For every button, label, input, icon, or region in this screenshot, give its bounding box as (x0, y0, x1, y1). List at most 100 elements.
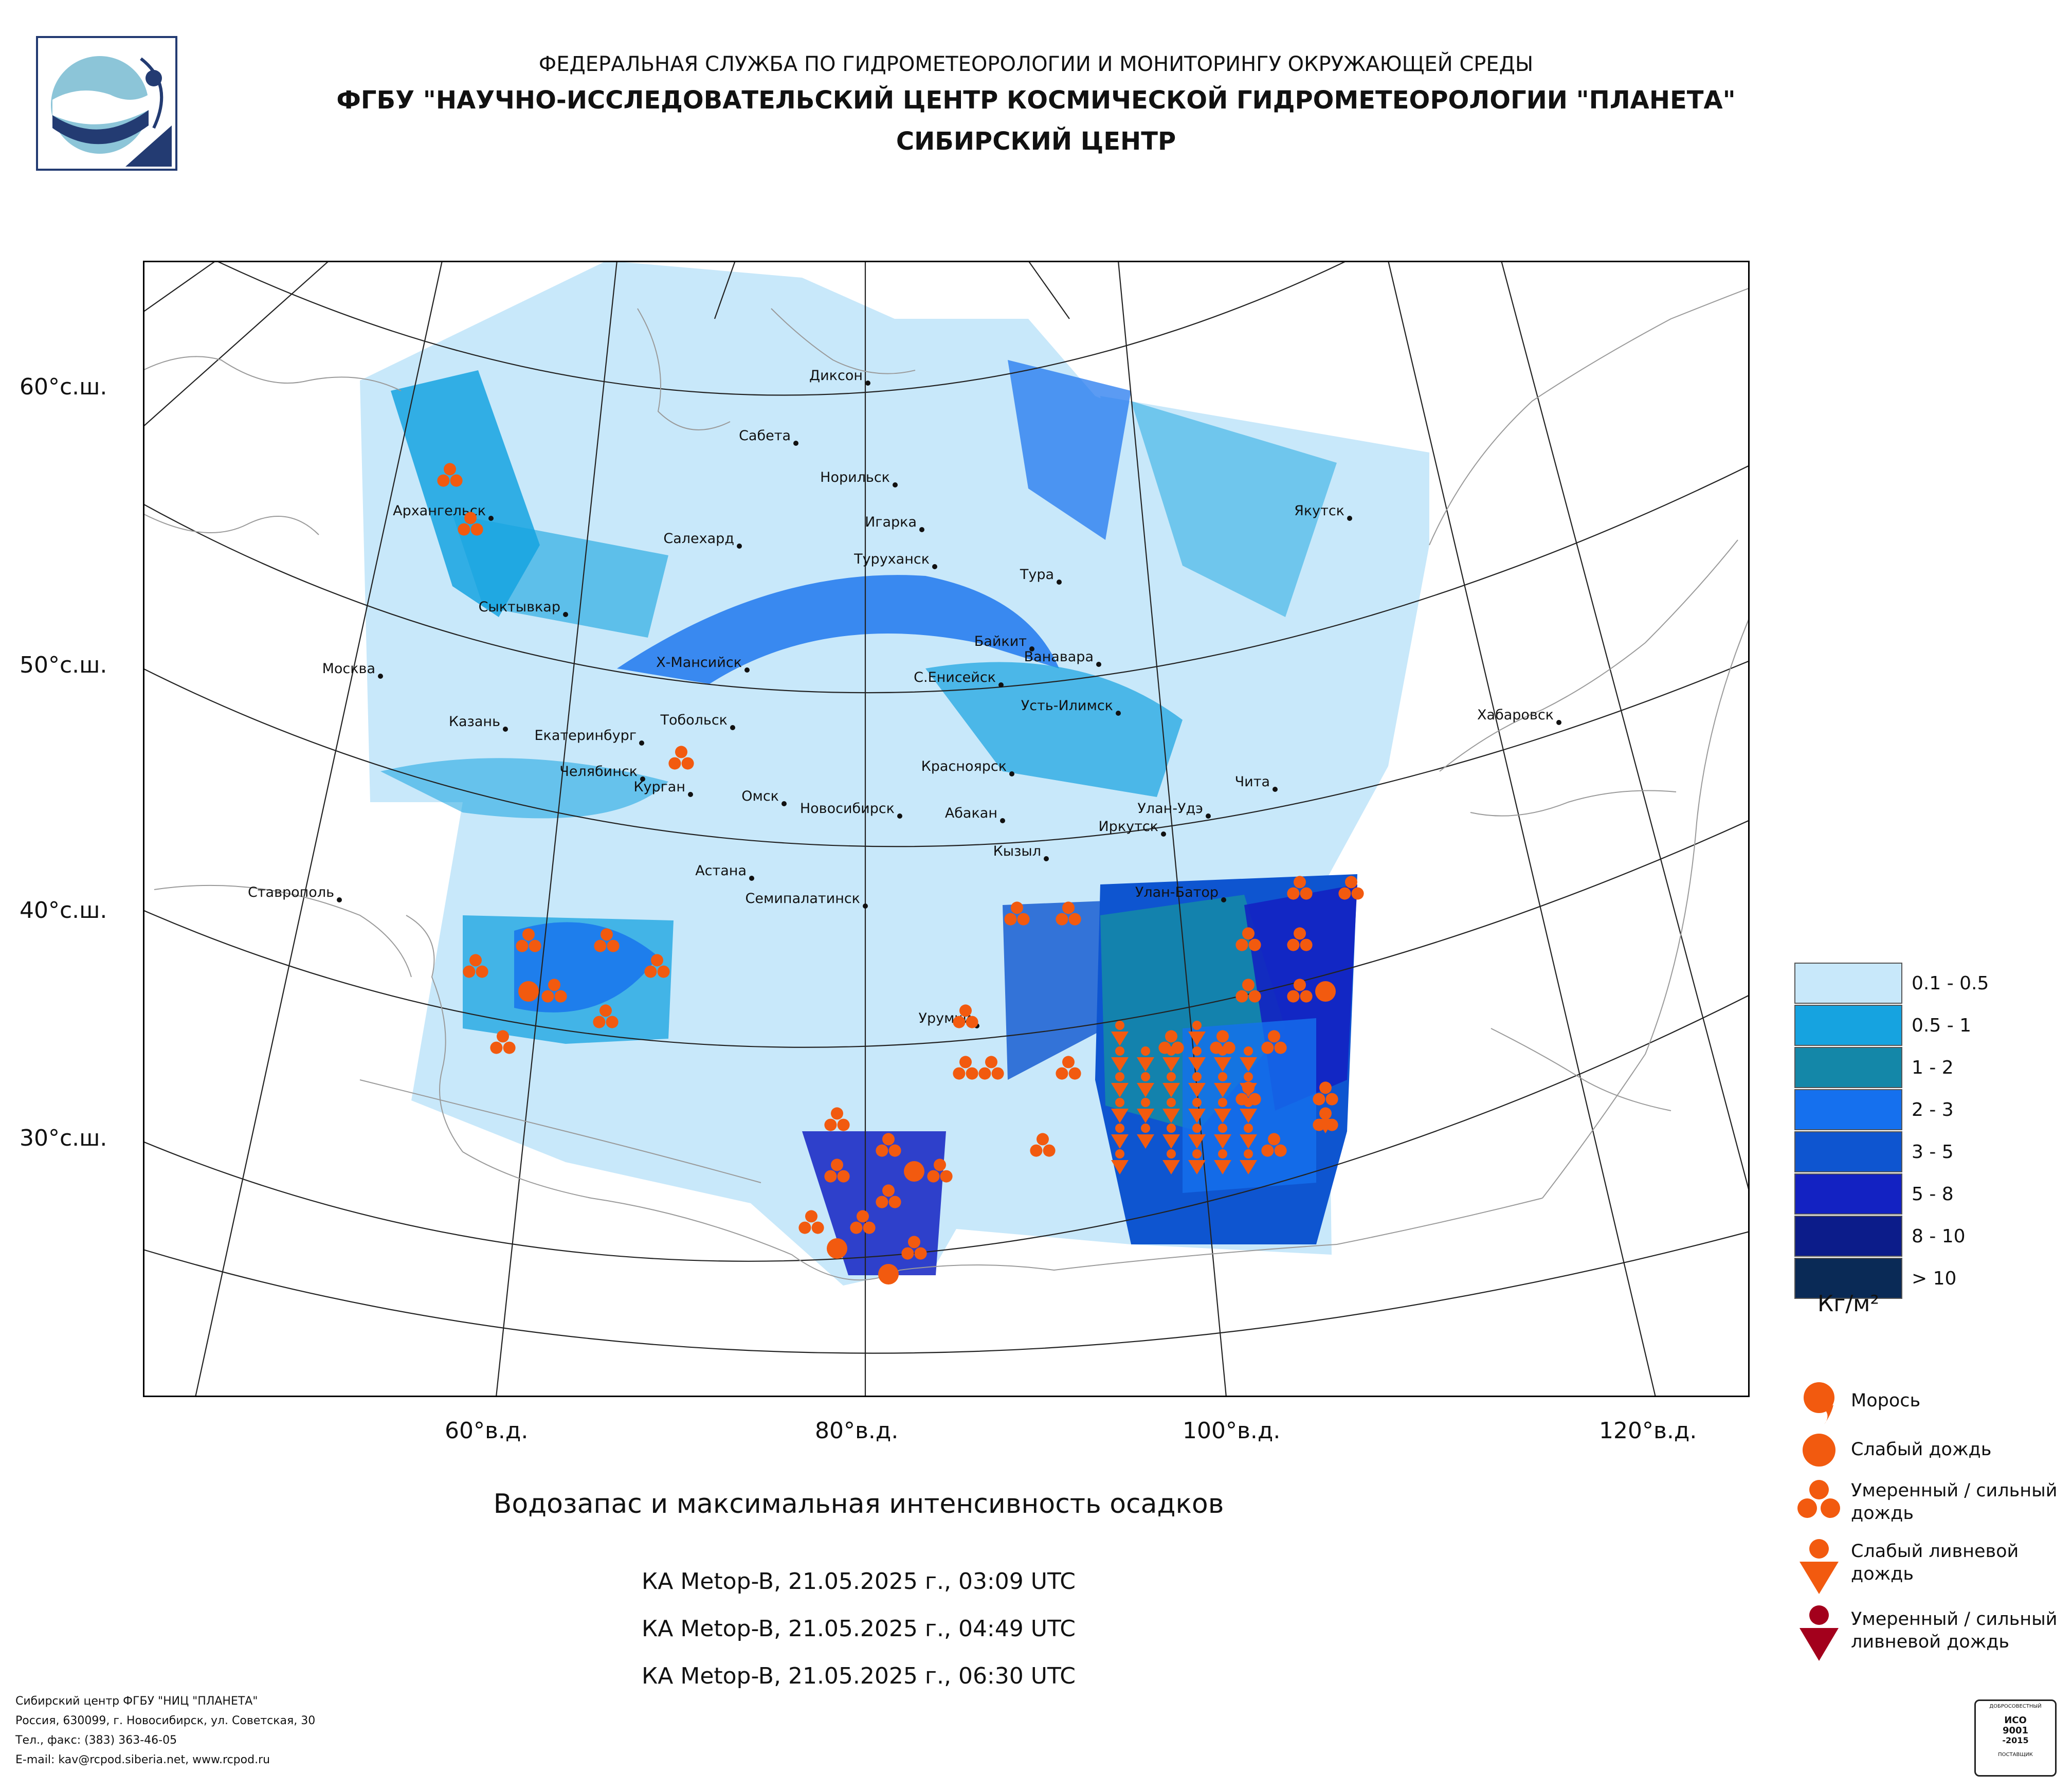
city-label: Туруханск (853, 551, 930, 567)
moderate-rain-marker (1248, 990, 1261, 1003)
moderate-rain-marker (882, 1184, 895, 1197)
moderate-rain-marker (1068, 1067, 1081, 1080)
light-shower-marker (1240, 1109, 1257, 1123)
moderate-rain-marker (1062, 901, 1075, 914)
city-marker (998, 682, 1004, 688)
city-marker (865, 381, 870, 386)
moderate-rain-marker (601, 928, 613, 941)
light-shower-marker (1188, 1032, 1206, 1046)
moderate-rain-marker (857, 1210, 869, 1223)
moderate-rain-marker (469, 954, 482, 967)
legend-label: 5 - 8 (1912, 1184, 1954, 1205)
moderate-rain-marker (1017, 913, 1030, 926)
light-shower-marker (1192, 1021, 1202, 1030)
light-shower-marker (1244, 1149, 1253, 1159)
light-shower-marker (1167, 1072, 1176, 1081)
light-shower-marker (1192, 1124, 1202, 1133)
lat-label-30: 30°с.ш. (20, 1125, 107, 1151)
light-shower-marker (1115, 1149, 1124, 1159)
city-marker (1096, 662, 1101, 667)
city-label: Улан-Батор (1135, 884, 1219, 900)
moderate-rain-marker (1345, 876, 1357, 889)
city-marker (1029, 646, 1034, 652)
moderate-rain-marker (1242, 979, 1255, 991)
legend-swatch (1794, 1258, 1902, 1299)
city-marker (639, 740, 644, 746)
legend-row: 2 - 3 (1794, 1089, 2051, 1130)
footer-line: Сибирский центр ФГБУ "НИЦ "ПЛАНЕТА" (15, 1695, 258, 1708)
badge-bottom-text: ПОСТАВЩИК (1998, 1752, 2033, 1758)
light-shower-marker (1111, 1032, 1129, 1046)
moderate-rain-marker (1351, 887, 1364, 900)
moderate-rain-marker (1294, 876, 1306, 889)
logo-emblem-icon (51, 56, 172, 167)
moderate-rain-marker (1062, 1056, 1075, 1069)
light-shower-marker (1162, 1057, 1180, 1072)
city-marker (749, 876, 754, 881)
moderate-rain-marker (1011, 901, 1023, 914)
moderate-rain-marker (1300, 938, 1313, 951)
light-rain-marker (518, 981, 539, 1002)
moderate-rain-marker (554, 990, 567, 1003)
light-shower-marker (1111, 1083, 1129, 1097)
moderate-rain-marker (1165, 1030, 1177, 1043)
light-shower-marker (1214, 1134, 1231, 1149)
light-shower-marker (1244, 1072, 1253, 1081)
city-label: Чита (1235, 774, 1270, 790)
legend-label: 3 - 5 (1912, 1142, 1954, 1163)
moderate-rain-marker (606, 1016, 619, 1028)
city-label: Х-Мансийск (656, 655, 742, 671)
light-shower-marker (1188, 1083, 1206, 1097)
legend-swatch (1794, 963, 1902, 1004)
light-shower-marker (1214, 1057, 1231, 1072)
moderate-rain-marker (1235, 938, 1248, 951)
moderate-rain-marker (1268, 1133, 1280, 1146)
city-marker (863, 903, 868, 909)
city-label: Москва (322, 661, 375, 677)
header-line-3: СИБИРСКИЙ ЦЕНТР (896, 127, 1176, 156)
moderate-rain-marker (437, 474, 450, 487)
city-label: Сыктывкар (479, 599, 560, 615)
light-shower-marker (1137, 1134, 1154, 1149)
footer-line: Россия, 630099, г. Новосибирск, ул. Сове… (15, 1714, 316, 1727)
light-shower-marker (1218, 1124, 1227, 1133)
lon-label-80: 80°в.д. (815, 1418, 899, 1444)
light-shower-marker (1188, 1134, 1206, 1149)
moderate-rain-marker (824, 1118, 837, 1131)
light-shower-marker (1218, 1072, 1227, 1081)
city-marker (1044, 856, 1049, 861)
light-shower-marker (1137, 1057, 1154, 1072)
city-label: Ванавара (1024, 649, 1094, 665)
city-label: Игарка (865, 514, 917, 530)
moderate-rain-marker (901, 1247, 914, 1260)
city-marker (503, 727, 508, 732)
badge-top-text: ДОБРОСОВЕСТНЫЙ (1989, 1704, 2042, 1709)
legend-swatch (1794, 1131, 1902, 1172)
city-marker (893, 482, 898, 487)
city-marker (932, 564, 937, 569)
city-label: Тура (1020, 567, 1054, 583)
moderate-rain-marker (824, 1170, 837, 1183)
moderate-rain-marker (644, 965, 657, 978)
moderate-rain-marker (548, 979, 560, 991)
moderate-rain-marker (522, 928, 535, 941)
moderate-rain-marker (831, 1159, 843, 1171)
moderate-rain-marker (599, 1004, 612, 1017)
moderate-rain-marker (1325, 1093, 1338, 1106)
lat-label-40: 40°с.ш. (20, 897, 107, 924)
city-marker (378, 674, 383, 679)
header: ФЕДЕРАЛЬНАЯ СЛУЖБА ПО ГИДРОМЕТЕОРОЛОГИИ … (0, 49, 2072, 162)
legend-swatch (1794, 1173, 1902, 1215)
legend-label: 0.1 - 0.5 (1912, 973, 1989, 994)
moderate-rain-marker (1274, 1041, 1287, 1054)
city-label: Сабета (739, 428, 791, 444)
moderate-rain-marker (1248, 938, 1261, 951)
moderate-rain-marker (1030, 1144, 1043, 1157)
light-shower-marker (1162, 1134, 1180, 1149)
city-label: Усть-Илимск (1021, 698, 1113, 714)
moderate-rain-marker (1287, 938, 1300, 951)
moderate-rain-marker (657, 965, 670, 978)
moderate-rain-marker (1313, 1093, 1325, 1106)
coastlines (143, 287, 1750, 1281)
city-label: Салехард (663, 531, 734, 547)
